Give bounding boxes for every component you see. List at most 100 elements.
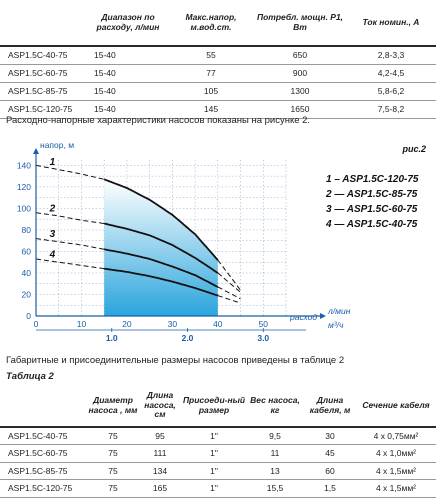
x-tick-label: 10 bbox=[77, 319, 87, 329]
table-cell: 1" bbox=[182, 479, 246, 498]
series-number-label: 3 bbox=[50, 229, 56, 240]
table2-title: Таблица 2 bbox=[6, 371, 54, 382]
series-line-dashed-right bbox=[217, 286, 241, 300]
table-header-cell: Диаметр насоса , мм bbox=[88, 385, 138, 428]
table-cell: 15-40 bbox=[88, 46, 168, 65]
x-unit-primary: л/мин bbox=[327, 306, 351, 316]
series-number-label: 2 bbox=[49, 203, 56, 214]
x-tick-label: 40 bbox=[213, 319, 223, 329]
x-tick-label: 20 bbox=[122, 319, 132, 329]
table-cell: 75 bbox=[88, 444, 138, 463]
series-line-dashed-left bbox=[35, 164, 105, 180]
legend-entry: 1 – ASP1.5C-120-75 bbox=[326, 174, 419, 185]
table-cell: ASP1.5C-60-75 bbox=[0, 64, 88, 83]
table-cell: 77 bbox=[168, 64, 254, 83]
y-tick-label: 120 bbox=[17, 182, 31, 192]
table-cell: 145 bbox=[168, 100, 254, 119]
table-cell: 9,5 bbox=[246, 427, 304, 445]
table-cell: 75 bbox=[88, 479, 138, 498]
table-cell: 1650 bbox=[254, 100, 346, 119]
series-line bbox=[104, 248, 219, 288]
table-row: ASP1.5C-40-75 15-40 55 650 2,8-3,3 bbox=[0, 46, 436, 65]
table-cell: 105 bbox=[168, 82, 254, 101]
y-tick-label: 20 bbox=[22, 289, 32, 299]
legend-entry: 4 — ASP1.5C-40-75 bbox=[325, 219, 418, 230]
table-header-cell: Сечение кабеля bbox=[356, 385, 436, 428]
table-header-cell: Потребл. мощн. P1, Вт bbox=[254, 0, 346, 47]
y-tick-label: 40 bbox=[22, 268, 32, 278]
table-row: ASP1.5C-120-75 75 165 1" 15,5 1,5 4 х 1,… bbox=[0, 479, 436, 498]
table-cell: ASP1.5C-40-75 bbox=[0, 46, 88, 65]
table-cell: 1300 bbox=[254, 82, 346, 101]
table-header-cell: Диапазон по расходу, л/мин bbox=[88, 0, 168, 47]
table-cell: 1" bbox=[182, 444, 246, 463]
x2-tick-label: 2.0 bbox=[182, 333, 194, 343]
y-tick-label: 140 bbox=[17, 160, 31, 170]
pump-specs-table: Диапазон по расходу, л/мин Макс.напор, м… bbox=[0, 0, 436, 119]
x-tick-label: 30 bbox=[168, 319, 178, 329]
table-cell: 95 bbox=[138, 427, 182, 445]
table-cell: ASP1.5C-120-75 bbox=[0, 479, 88, 498]
y-axis-arrow bbox=[33, 148, 39, 154]
series-line-dashed-left bbox=[35, 212, 105, 224]
table-header-cell: Длина кабеля, м bbox=[304, 385, 356, 428]
table-cell: 60 bbox=[304, 462, 356, 480]
table-cell: 650 bbox=[254, 46, 346, 65]
table-cell: 15,5 bbox=[246, 479, 304, 498]
table-cell: ASP1.5C-120-75 bbox=[0, 100, 88, 119]
table-row: ASP1.5C-40-75 75 95 1" 9,5 30 4 х 0,75мм… bbox=[0, 427, 436, 445]
table-header-cell: Длина насоса, см bbox=[138, 385, 182, 428]
x2-tick-label: 1.0 bbox=[106, 333, 118, 343]
legend-entry: 3 — ASP1.5C-60-75 bbox=[326, 204, 418, 215]
series-group: 1 2 3 4 bbox=[35, 157, 241, 304]
legend: рис.2 1 – ASP1.5C-120-75 2 — ASP1.5C-85-75… bbox=[325, 144, 426, 230]
table-header-cell: Вес насоса, кг bbox=[246, 385, 304, 428]
table-cell: 15-40 bbox=[88, 64, 168, 83]
table-cell: ASP1.5C-60-75 bbox=[0, 444, 88, 463]
table-cell: 4 х 0,75мм² bbox=[356, 427, 436, 445]
table-cell: 5,8-6,2 bbox=[346, 82, 436, 101]
table-row: ASP1.5C-120-75 15-40 145 1650 7,5-8,2 bbox=[0, 100, 436, 119]
series-line-dashed-right bbox=[217, 272, 241, 293]
x2-tick-label: 3.0 bbox=[257, 333, 269, 343]
y-tick-label: 80 bbox=[22, 225, 32, 235]
table-cell: 1" bbox=[182, 462, 246, 480]
table-row: ASP1.5C-85-75 15-40 105 1300 5,8-6,2 bbox=[0, 82, 436, 101]
table-header-cell: Макс.напор, м.вод.ст. bbox=[168, 0, 254, 47]
series-line-dashed-right bbox=[217, 259, 241, 291]
series-line bbox=[103, 178, 219, 261]
table-cell: 4,2-4,5 bbox=[346, 64, 436, 83]
table-row: ASP1.5C-85-75 75 134 1" 13 60 4 х 1,5мм² bbox=[0, 462, 436, 480]
series-number-label: 1 bbox=[50, 157, 56, 168]
series-line-dashed-right bbox=[217, 295, 241, 304]
series-line-dashed-left bbox=[35, 238, 105, 250]
table-cell: 900 bbox=[254, 64, 346, 83]
table-header-row: Диапазон по расходу, л/мин Макс.напор, м… bbox=[0, 0, 436, 47]
table-cell: 1,5 bbox=[304, 479, 356, 498]
pump-curve-chart: 1 2 3 4 напор, м 0 20 40 60 80 100 120 140 0 10 20 30 40… bbox=[17, 140, 426, 343]
table-cell: 55 bbox=[168, 46, 254, 65]
operating-range-fill bbox=[104, 179, 218, 316]
axes: напор, м 0 20 40 60 80 100 120 140 0 10 20 30 40 50 1.0… bbox=[17, 140, 351, 343]
table-header-row: Диаметр насоса , мм Длина насоса, см При… bbox=[0, 385, 436, 428]
table-header-cell: Присоеди-ный размер bbox=[182, 385, 246, 428]
table-cell: 13 bbox=[246, 462, 304, 480]
table-cell: ASP1.5C-85-75 bbox=[0, 462, 88, 480]
table-cell: 7,5-8,2 bbox=[346, 100, 436, 119]
table-cell: 134 bbox=[138, 462, 182, 480]
figure-caption: Расходно-напорные характеристики насосов… bbox=[6, 115, 311, 126]
series-line bbox=[104, 222, 219, 274]
table-cell: 111 bbox=[138, 444, 182, 463]
x-tick-label: 50 bbox=[259, 319, 269, 329]
series-number-label: 4 bbox=[49, 250, 56, 261]
table2-caption: Габаритные и присоединительные размеры н… bbox=[6, 355, 345, 366]
series-line bbox=[104, 267, 219, 297]
table-cell: 4 х 1,5мм² bbox=[356, 462, 436, 480]
table-cell: 4 х 1,0мм² bbox=[356, 444, 436, 463]
legend-entry: 2 — ASP1.5C-85-75 bbox=[325, 189, 418, 200]
table-header-cell bbox=[0, 385, 88, 428]
table-cell: 15-40 bbox=[88, 82, 168, 101]
table-header-cell: Ток номин., А bbox=[346, 0, 436, 47]
x-unit-secondary: м³/ч bbox=[328, 320, 344, 330]
table-cell: 4 х 1,5мм² bbox=[356, 479, 436, 498]
